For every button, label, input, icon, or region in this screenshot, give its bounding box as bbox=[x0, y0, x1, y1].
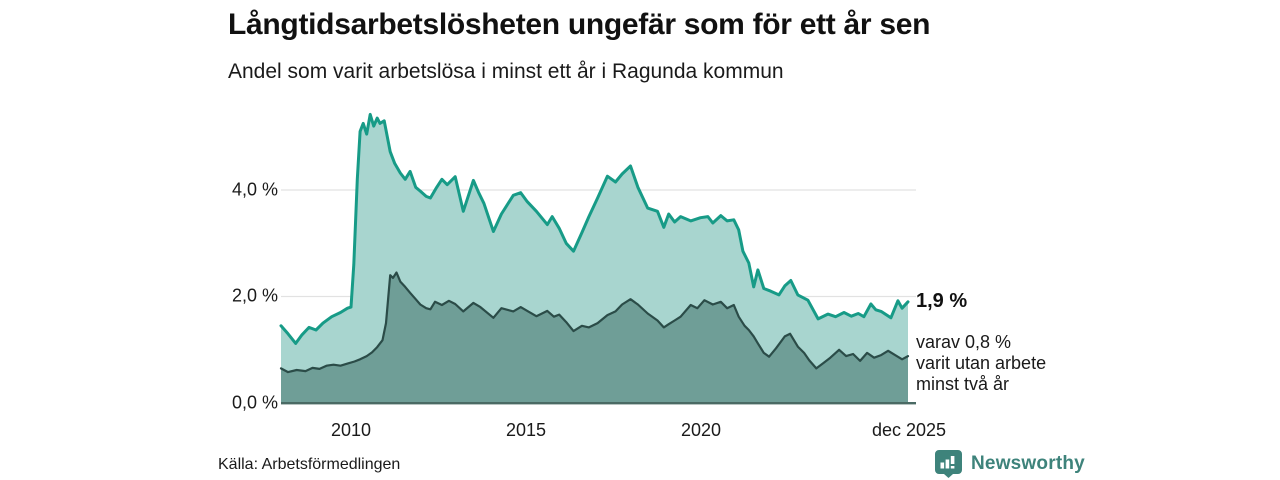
y-tick-0: 0,0 % bbox=[231, 392, 278, 413]
end-detail-label: varav 0,8 % varit utan arbete minst två … bbox=[916, 332, 1046, 395]
chart-subtitle: Andel som varit arbetslösa i minst ett å… bbox=[228, 60, 784, 83]
x-tick-2015: 2015 bbox=[505, 420, 547, 440]
x-axis-line bbox=[281, 402, 916, 405]
y-tick-2: 2,0 % bbox=[231, 285, 278, 306]
newsworthy-logo-icon bbox=[935, 450, 962, 478]
x-tick-dec-2025: dec 2025 bbox=[871, 420, 947, 440]
line-two-year bbox=[279, 271, 910, 374]
line-one-year bbox=[279, 112, 910, 345]
page-title: Långtidsarbetslösheten ungefär som för e… bbox=[228, 8, 931, 41]
area-two-year bbox=[281, 272, 908, 403]
y-tick-4: 4,0 % bbox=[231, 179, 278, 200]
end-detail-line-1: varav 0,8 % bbox=[916, 332, 1012, 352]
end-value-label: 1,9 % bbox=[916, 290, 968, 312]
x-tick-2020: 2020 bbox=[680, 420, 722, 440]
end-detail-line-2: varit utan arbete bbox=[916, 353, 1047, 373]
source-credit: Källa: Arbetsförmedlingen bbox=[218, 456, 401, 473]
end-detail-line-3: minst två år bbox=[916, 374, 1010, 394]
brand-name: Newsworthy bbox=[971, 452, 1085, 474]
brand-logo: Newsworthy bbox=[934, 449, 1085, 478]
x-tick-2010: 2010 bbox=[330, 420, 372, 440]
